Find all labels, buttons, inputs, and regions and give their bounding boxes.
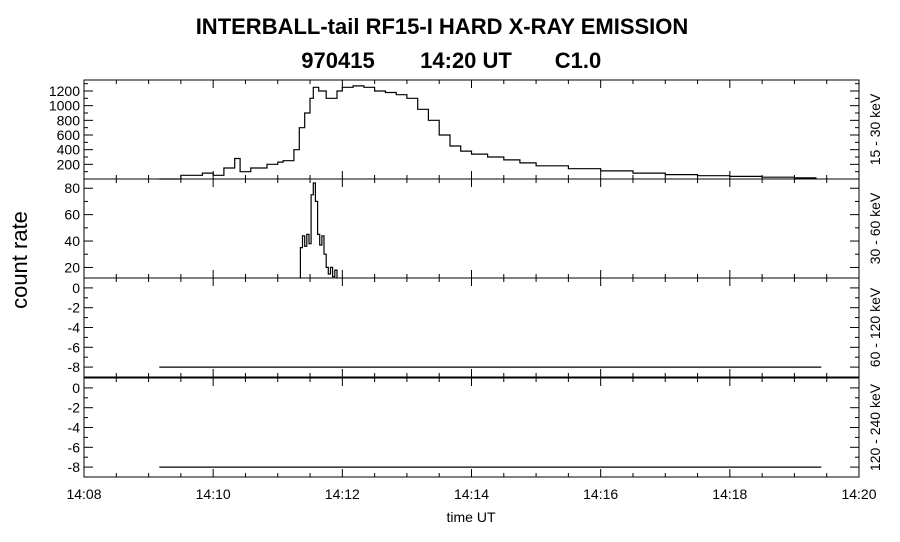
y-tick-label: 800: [57, 112, 81, 128]
subtitle-time: 14:20 UT: [420, 48, 512, 73]
subtitle-class: C1.0: [555, 48, 601, 73]
y-tick-label: -4: [68, 320, 81, 336]
series-line: [159, 85, 817, 180]
y-axis-label: count rate: [7, 211, 32, 309]
panel-frame: [83, 377, 860, 478]
y-tick-label: 80: [64, 180, 80, 196]
band-label: 15 - 30 keV: [867, 93, 883, 165]
x-tick-label: 14:10: [196, 486, 231, 502]
y-tick-label: 40: [64, 233, 80, 249]
y-tick-label: 600: [57, 127, 81, 143]
band-label: 30 - 60 keV: [867, 192, 883, 264]
y-tick-label: -2: [68, 400, 81, 416]
series-line: [299, 182, 338, 278]
y-tick-label: 1200: [49, 83, 80, 99]
y-tick-label: 1000: [49, 98, 80, 114]
y-tick-label: 200: [57, 156, 81, 172]
y-tick-label: -2: [68, 300, 81, 316]
y-tick-label: 0: [72, 380, 80, 396]
band-label: 120 - 240 keV: [867, 383, 883, 471]
y-tick-label: 20: [64, 259, 80, 275]
y-tick-label: -8: [68, 459, 81, 475]
x-tick-label: 14:18: [712, 486, 747, 502]
chart-title: INTERBALL-tail RF15-I HARD X-RAY EMISSIO…: [196, 14, 689, 39]
panel-frame: [83, 178, 860, 279]
y-tick-label: 400: [57, 142, 81, 158]
x-tick-label: 14:20: [841, 486, 876, 502]
x-tick-label: 14:16: [583, 486, 618, 502]
panel-frame: [83, 277, 860, 378]
panel-frame: [83, 79, 860, 180]
y-tick-label: -4: [68, 420, 81, 436]
x-axis-label: time UT: [447, 509, 496, 525]
y-tick-label: -8: [68, 359, 81, 375]
x-tick-label: 14:14: [454, 486, 489, 502]
x-tick-label: 14:12: [325, 486, 360, 502]
x-tick-label: 14:08: [66, 486, 101, 502]
subtitle-date: 970415: [301, 48, 374, 73]
y-tick-label: 60: [64, 207, 80, 223]
y-tick-label: 0: [72, 280, 80, 296]
band-label: 60 - 120 keV: [867, 287, 883, 367]
y-tick-label: -6: [68, 439, 81, 455]
y-tick-label: -6: [68, 339, 81, 355]
